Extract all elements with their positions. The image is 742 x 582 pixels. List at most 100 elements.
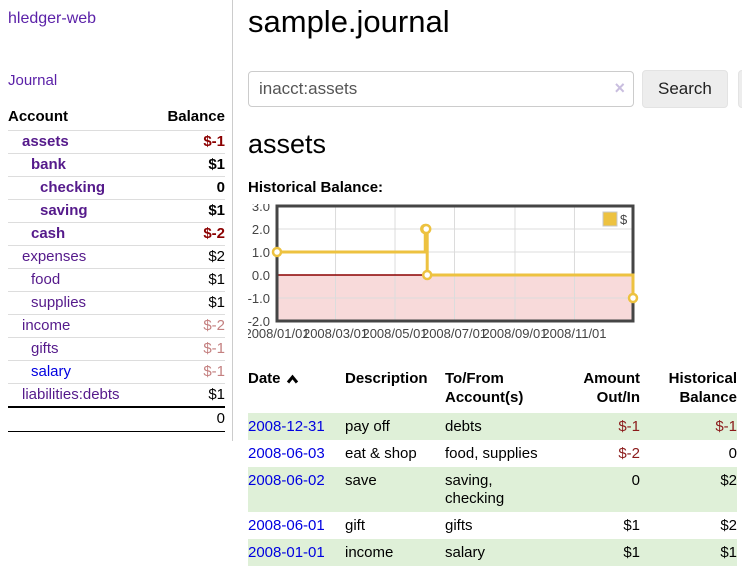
transaction-row: 2008-06-01 gift gifts $1 $2 — [248, 512, 737, 539]
svg-text:1.0: 1.0 — [252, 245, 270, 260]
search-help-button[interactable]: ? — [737, 70, 742, 108]
account-row-salary: salary $-1 — [8, 360, 225, 384]
account-balance: $1 — [151, 268, 225, 292]
chart-canvas: $3.0 2.0 1.0 0.0 -1.0 -2.02008/01/012008/03/0… — [244, 199, 639, 341]
account-link-supplies[interactable]: supplies — [31, 294, 87, 311]
transaction-description: income — [345, 539, 445, 566]
svg-text:$: $ — [620, 212, 628, 227]
search-form: × Search ? — [248, 70, 742, 108]
transaction-row: 2008-06-02 save saving, checking 0 $2 — [248, 467, 737, 512]
transaction-date-link[interactable]: 2008-01-01 — [248, 544, 325, 561]
account-link-food[interactable]: food — [31, 271, 61, 288]
account-balance: $1 — [151, 199, 225, 223]
svg-text:3.0: 3.0 — [252, 204, 270, 214]
clear-search-icon[interactable]: × — [614, 78, 625, 98]
account-balance: $-1 — [151, 360, 225, 384]
svg-text:2008/09/01: 2008/09/01 — [482, 326, 547, 341]
account-link-checking[interactable]: checking — [40, 179, 106, 196]
svg-text:2008/01/01: 2008/01/01 — [248, 326, 310, 341]
transaction-row: 2008-01-01 income salary $1 $1 — [248, 539, 737, 566]
account-balance: $-1 — [151, 130, 225, 154]
account-link-assets[interactable]: assets — [22, 133, 69, 150]
accounts-total-balance: 0 — [151, 406, 225, 432]
account-row-food: food $1 — [8, 268, 225, 292]
page-title: sample.journal — [248, 4, 450, 39]
account-balance: $-2 — [151, 222, 225, 246]
register-header-balance: Historical Balance — [668, 370, 737, 406]
account-balance: $1 — [151, 153, 225, 177]
account-link-salary[interactable]: salary — [31, 363, 72, 380]
account-row-cash: cash $-2 — [8, 222, 225, 246]
search-button[interactable]: Search — [642, 70, 728, 108]
account-row-assets: assets $-1 — [8, 130, 225, 154]
account-heading: assets — [248, 129, 327, 159]
transaction-balance: 0 — [728, 445, 737, 462]
register-table: Date Description To/From Account(s) Amou… — [248, 367, 737, 566]
account-column-header: Account — [8, 108, 68, 125]
transaction-amount: $1 — [623, 517, 640, 534]
svg-text:2.0: 2.0 — [252, 222, 270, 237]
search-input[interactable] — [248, 71, 634, 107]
svg-text:2008/07/01: 2008/07/01 — [422, 326, 487, 341]
transaction-amount: $-2 — [618, 445, 640, 462]
transaction-balance: $-1 — [640, 413, 737, 440]
transaction-accounts: debts — [445, 413, 560, 440]
svg-text:2008/11/01: 2008/11/01 — [542, 326, 606, 341]
transaction-accounts: salary — [445, 539, 560, 566]
svg-text:2008/05/01: 2008/05/01 — [362, 326, 427, 341]
register-header-amount: Amount Out/In — [583, 370, 640, 406]
account-row-gifts: gifts $-1 — [8, 337, 225, 361]
svg-text:2008/03/01: 2008/03/01 — [303, 326, 368, 341]
account-link-bank[interactable]: bank — [31, 156, 67, 173]
transaction-description: eat & shop — [345, 445, 417, 462]
transaction-amount: $-1 — [560, 413, 640, 440]
transaction-amount: 0 — [560, 467, 640, 512]
historical-balance-chart: $3.0 2.0 1.0 0.0 -1.0 -2.0 2008/01/01 2008/03/0… — [244, 199, 742, 354]
transaction-amount: $1 — [560, 539, 640, 566]
chart-title: Historical Balance: — [248, 179, 384, 196]
main-content: sample.journal × Search ? assets Histori… — [244, 0, 742, 566]
transaction-balance: $2 — [640, 467, 737, 512]
sort-ascending-icon — [286, 374, 298, 384]
transaction-description: gift — [345, 517, 366, 534]
transaction-date-link[interactable]: 2008-06-03 — [248, 445, 325, 462]
account-row-income: income $-2 — [8, 314, 225, 338]
svg-text:-1.0: -1.0 — [248, 291, 270, 306]
app-title-link[interactable]: hledger-web — [8, 10, 97, 27]
sidebar-link-journal[interactable]: Journal — [8, 72, 58, 89]
account-row-bank: bank $1 — [8, 153, 225, 177]
account-link-gifts[interactable]: gifts — [31, 340, 59, 357]
transaction-description: pay off — [345, 413, 445, 440]
account-link-expenses[interactable]: expenses — [22, 248, 87, 265]
account-row-expenses: expenses $2 — [8, 245, 225, 269]
account-balance: 0 — [151, 176, 225, 200]
register-header-date[interactable]: Date — [248, 367, 345, 413]
transaction-description: save — [345, 467, 445, 512]
account-link-income[interactable]: income — [22, 317, 71, 334]
account-link-cash[interactable]: cash — [31, 225, 66, 242]
accounts-total-row: 0 — [8, 406, 225, 432]
account-balance: $1 — [151, 383, 225, 407]
transaction-date-link[interactable]: 2008-12-31 — [248, 418, 325, 435]
transaction-accounts: food, supplies — [445, 445, 538, 462]
account-balance: $1 — [151, 291, 225, 315]
register-header-row: Date Description To/From Account(s) Amou… — [248, 367, 737, 413]
account-link-liabilities-debts[interactable]: liabilities:debts — [22, 386, 120, 403]
register-header-accounts: To/From Account(s) — [445, 370, 524, 406]
sidebar: hledger-web Journal Account Balance asse… — [0, 0, 233, 441]
account-balance: $2 — [151, 245, 225, 269]
balance-column-header: Balance — [167, 108, 225, 125]
transaction-accounts: saving, checking — [445, 467, 560, 512]
transaction-date-link[interactable]: 2008-06-02 — [248, 472, 325, 489]
account-row-supplies: supplies $1 — [8, 291, 225, 315]
account-balance: $-1 — [151, 337, 225, 361]
transaction-row: 2008-12-31 pay off debts $-1 $-1 — [248, 413, 737, 440]
transaction-date-link[interactable]: 2008-06-01 — [248, 517, 325, 534]
account-row-saving: saving $1 — [8, 199, 225, 223]
register-header-description: Description — [345, 370, 428, 387]
account-link-saving[interactable]: saving — [40, 202, 88, 219]
account-row-liabilities-debts: liabilities:debts $1 — [8, 383, 225, 407]
transaction-row: 2008-06-03 eat & shop food, supplies $-2… — [248, 440, 737, 467]
account-balance: $-2 — [151, 314, 225, 338]
